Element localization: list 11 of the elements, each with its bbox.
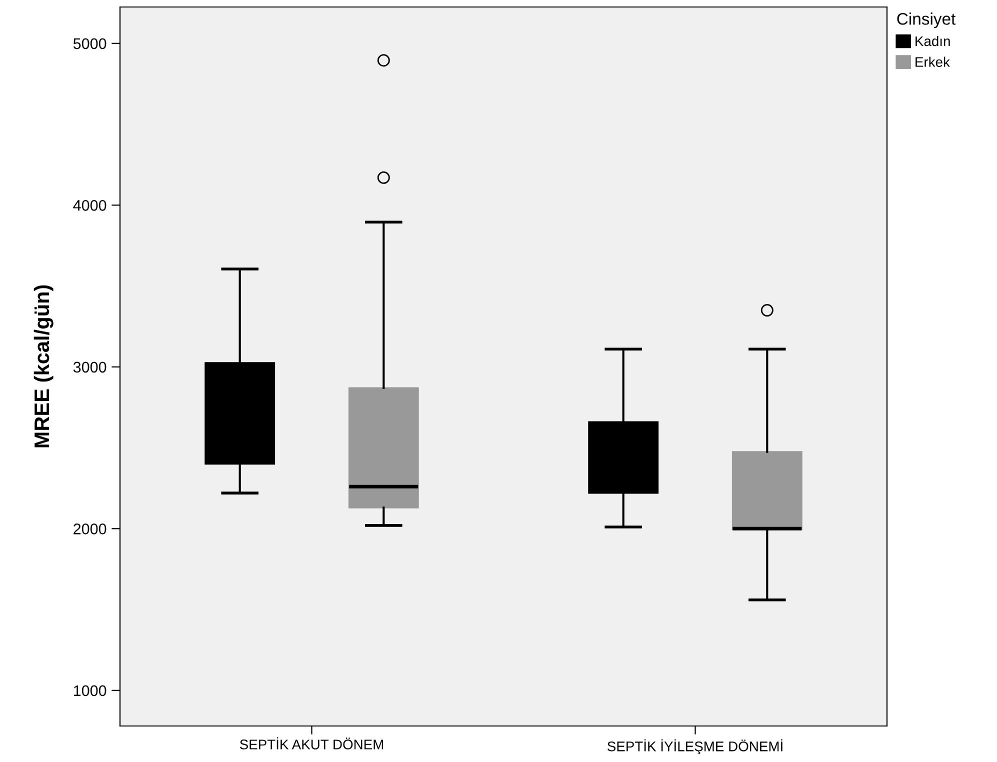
x-tick-label: SEPTİK AKUT DÖNEM bbox=[240, 737, 384, 750]
legend-title: Cinsiyet bbox=[897, 12, 956, 28]
y-axis-title: MREE (kcal/gün) bbox=[34, 285, 54, 448]
legend-label: Kadın bbox=[916, 36, 950, 46]
y-tick-label: 2000 bbox=[74, 524, 106, 534]
y-tick-label: 3000 bbox=[73, 362, 106, 373]
y-tick-label: 5000 bbox=[73, 38, 106, 50]
legend-label: Erkek bbox=[916, 56, 950, 67]
y-tick-label: 4000 bbox=[73, 200, 106, 211]
y-tick-label: 1000 bbox=[74, 685, 106, 696]
x-tick-label: SEPTİK İYİLEŞME DÖNEMİ bbox=[608, 739, 782, 754]
